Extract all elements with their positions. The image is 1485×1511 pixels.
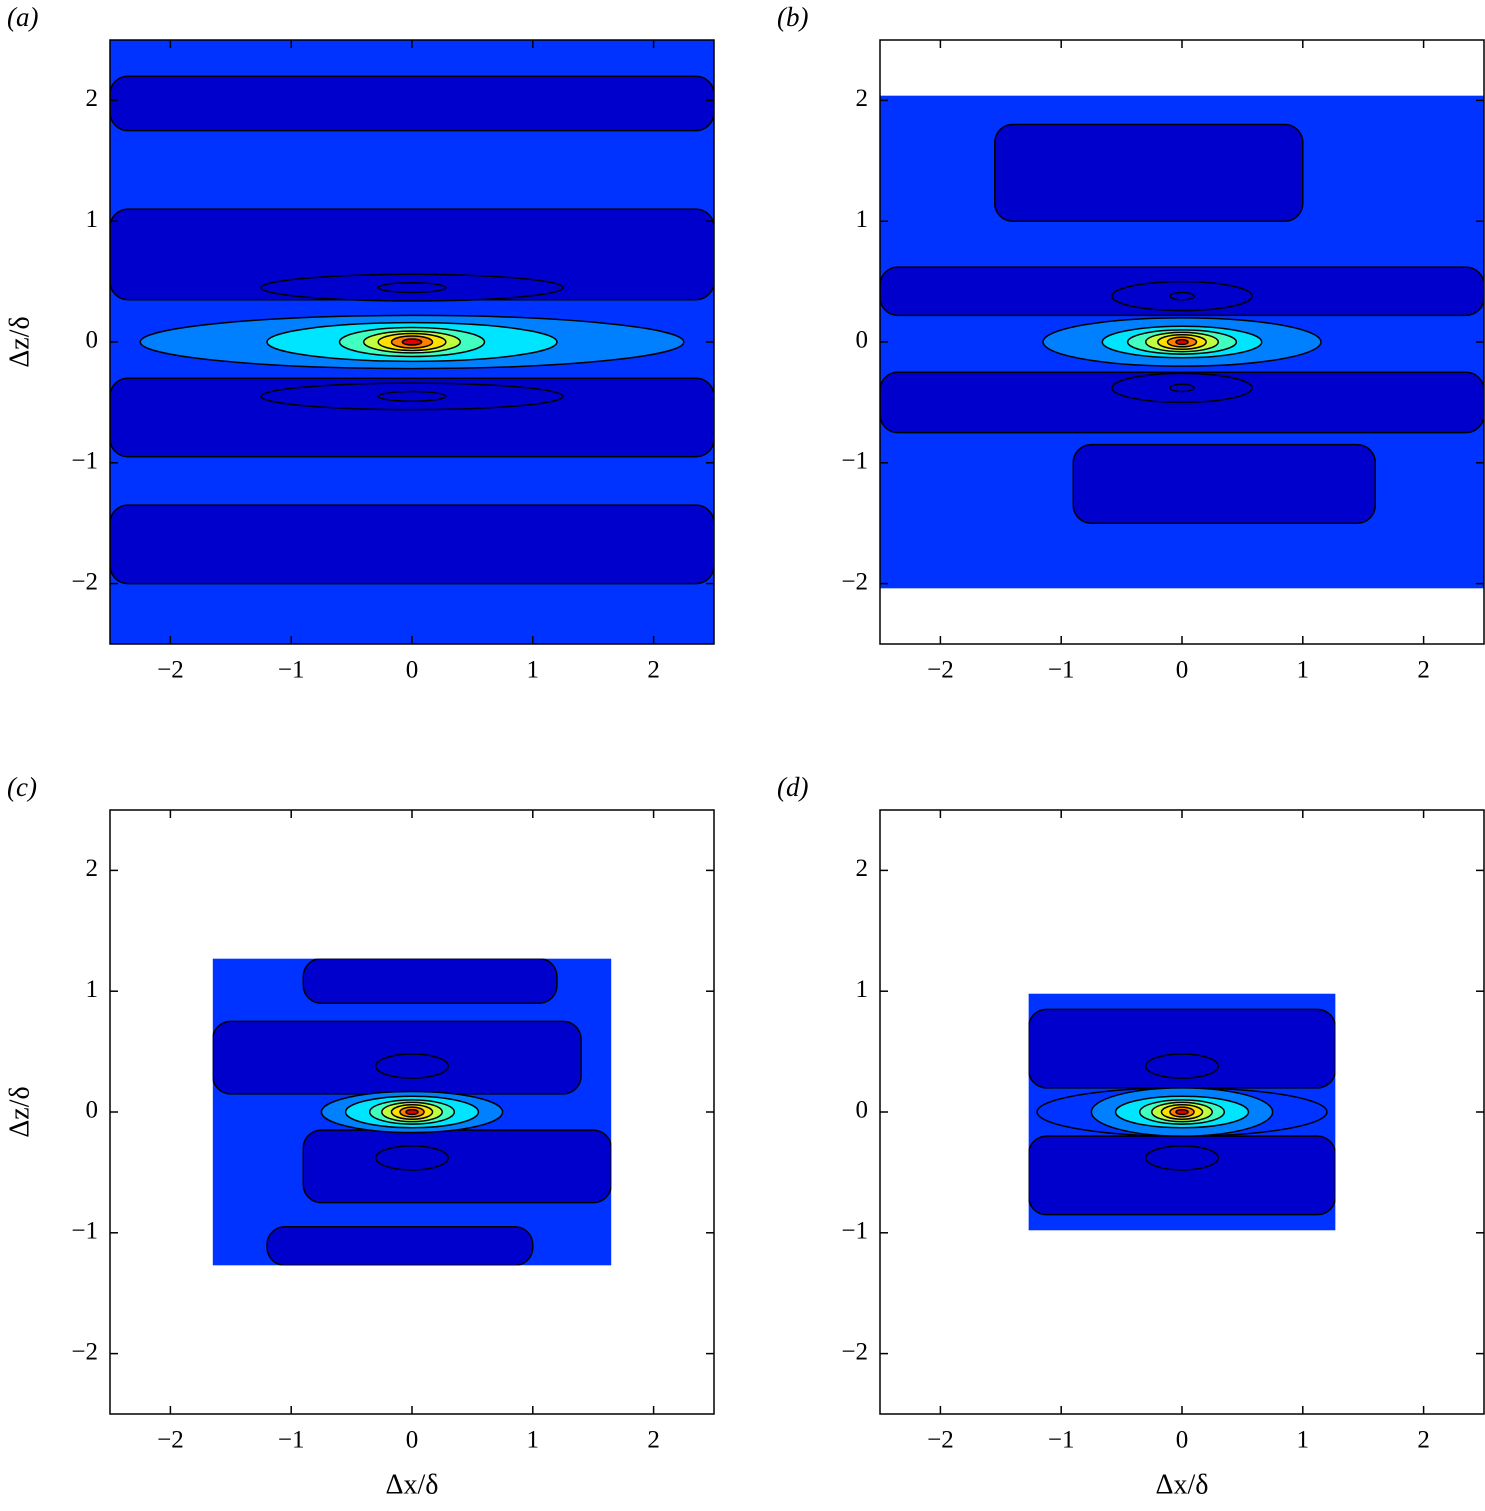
y-axis-label: Δz/δ — [4, 1086, 35, 1137]
y-tick-label: 1 — [86, 976, 99, 1003]
panel-label: (c) — [7, 772, 37, 802]
data-area — [110, 40, 714, 644]
panel: −2 −1 0 1 2 −2 −1 0 1 2 (b) — [777, 2, 1485, 684]
dark-region — [994, 123, 1304, 222]
y-axis-label: Δz/δ — [4, 316, 35, 367]
x-tick-label: 1 — [527, 1427, 540, 1454]
y-tick-label: −2 — [71, 1338, 98, 1365]
y-tick-label: 0 — [856, 327, 869, 354]
dark-region — [110, 504, 714, 585]
negative-lobe — [377, 390, 447, 402]
y-tick-label: −2 — [841, 1338, 868, 1365]
y-tick-label: −1 — [71, 1218, 98, 1245]
x-tick-label: 0 — [1176, 1427, 1189, 1454]
y-tick-label: 2 — [856, 85, 869, 112]
panel-label: (a) — [7, 2, 38, 32]
y-tick-label: −2 — [71, 568, 98, 595]
x-tick-label: 2 — [1417, 1427, 1430, 1454]
x-tick-label: 2 — [1417, 657, 1430, 684]
data-area — [1028, 993, 1336, 1231]
x-tick-label: 2 — [647, 1427, 660, 1454]
x-tick-label: −2 — [157, 1427, 184, 1454]
y-tick-label: −1 — [841, 448, 868, 475]
negative-lobe — [1169, 291, 1195, 301]
negative-lobe — [377, 282, 447, 294]
dark-region — [302, 1129, 612, 1204]
dark-region — [266, 1226, 534, 1266]
y-tick-label: 1 — [856, 976, 869, 1003]
x-tick-label: 0 — [406, 657, 419, 684]
negative-lobe — [1145, 1145, 1219, 1171]
dark-region — [302, 958, 558, 1005]
y-tick-label: 2 — [86, 85, 99, 112]
negative-lobe — [1169, 383, 1195, 393]
x-tick-label: −1 — [278, 1427, 305, 1454]
negative-lobe — [1145, 1053, 1219, 1079]
y-tick-label: 1 — [86, 206, 99, 233]
panel: −2 −1 0 1 2 −2 −1 0 1 2 (a) Δz/δ — [4, 2, 715, 684]
panel-label: (d) — [777, 772, 808, 802]
panel-label: (b) — [777, 2, 808, 32]
y-tick-label: −1 — [71, 448, 98, 475]
x-tick-label: 1 — [527, 657, 540, 684]
data-area — [880, 95, 1484, 589]
y-tick-label: 0 — [856, 1097, 869, 1124]
y-tick-label: 2 — [856, 855, 869, 882]
y-tick-label: −1 — [841, 1218, 868, 1245]
data-area — [212, 958, 612, 1266]
negative-lobe — [375, 1145, 449, 1171]
x-tick-label: −2 — [927, 1427, 954, 1454]
dark-region — [110, 75, 714, 132]
contour-level — [405, 1108, 419, 1116]
negative-lobe — [375, 1053, 449, 1079]
y-tick-label: 0 — [86, 327, 99, 354]
x-tick-label: −1 — [278, 657, 305, 684]
panel: −2 −1 0 1 2 −2 −1 0 1 2 (d) Δx/δ — [777, 772, 1485, 1500]
x-tick-label: −2 — [157, 657, 184, 684]
x-tick-label: 0 — [406, 1427, 419, 1454]
x-tick-label: 1 — [1297, 657, 1310, 684]
x-axis-label: Δx/δ — [1156, 1469, 1209, 1500]
x-axis-label: Δx/δ — [386, 1469, 439, 1500]
y-tick-label: 2 — [86, 855, 99, 882]
dark-region — [1072, 443, 1377, 524]
x-tick-label: 1 — [1297, 1427, 1310, 1454]
x-tick-label: −1 — [1048, 1427, 1075, 1454]
panel: −2 −1 0 1 2 −2 −1 0 1 2 (c) Δx/δ Δz/δ — [4, 772, 715, 1500]
y-tick-label: 0 — [86, 1097, 99, 1124]
y-tick-label: −2 — [841, 568, 868, 595]
contour-level — [1175, 338, 1189, 346]
contour-level — [401, 338, 423, 346]
x-tick-label: −2 — [927, 657, 954, 684]
x-tick-label: 0 — [1176, 657, 1189, 684]
y-tick-label: 1 — [856, 206, 869, 233]
x-tick-label: −1 — [1048, 657, 1075, 684]
x-tick-label: 2 — [647, 657, 660, 684]
contour-level — [1175, 1108, 1189, 1116]
